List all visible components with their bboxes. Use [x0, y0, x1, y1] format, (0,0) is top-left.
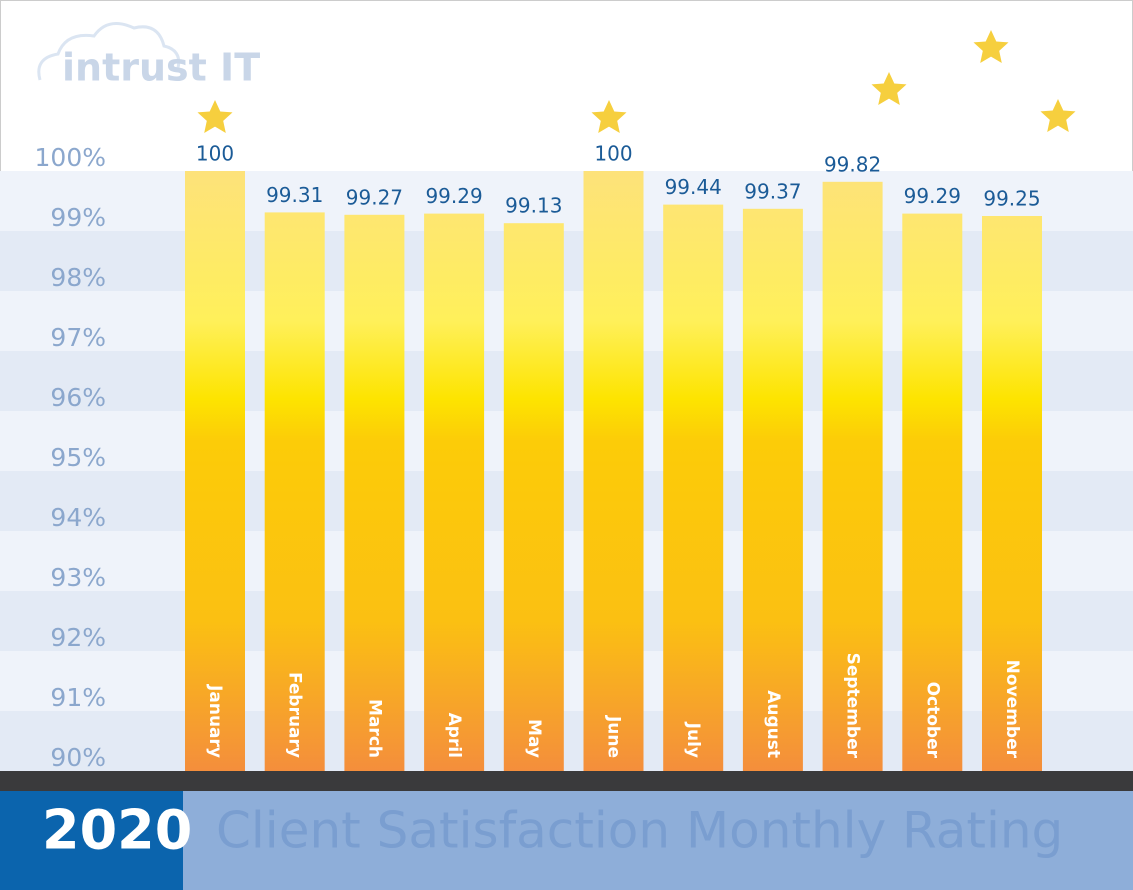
value-label: 99.29: [425, 184, 482, 208]
grid-band: [0, 711, 1133, 771]
x-tick-label: November: [1002, 660, 1022, 759]
year-box: [0, 791, 183, 890]
grid-band: [0, 171, 1133, 231]
grid-band: [0, 591, 1133, 651]
bar: [742, 208, 803, 772]
y-tick-label: 94%: [50, 503, 106, 532]
y-tick-label: 99%: [50, 203, 106, 232]
brand: intrust IT: [62, 46, 260, 90]
y-tick-label: 95%: [50, 443, 106, 472]
x-tick-label: February: [285, 672, 305, 758]
bar: [424, 213, 485, 772]
bar: [344, 214, 405, 772]
logo: intrust IT: [37, 22, 260, 90]
value-label: 99.13: [505, 194, 562, 218]
x-tick-label: October: [922, 682, 942, 759]
grid-band: [0, 231, 1133, 291]
value-label: 99.82: [824, 152, 881, 176]
bar: [583, 171, 644, 771]
grid-band: [0, 291, 1133, 351]
bar: [902, 213, 963, 772]
value-label: 100: [594, 142, 632, 166]
year: 2020: [42, 799, 192, 862]
footer: [0, 791, 1133, 890]
grid-band: [0, 411, 1133, 471]
grid-band: [0, 351, 1133, 411]
bar: [185, 171, 245, 771]
x-tick-label: May: [524, 719, 544, 758]
grid-band: [0, 471, 1133, 531]
plot: 100 January 99.31 February 99.27 March 99.29 Ap…: [185, 142, 1042, 772]
x-tick-label: January: [205, 684, 225, 758]
y-tick-label: 90%: [50, 743, 106, 772]
axis-strip: [0, 771, 1133, 791]
grid-band: [0, 651, 1133, 711]
value-label: 99.44: [665, 175, 722, 199]
x-tick-label: July: [683, 722, 703, 758]
x-tick-label: April: [444, 713, 464, 758]
y-tick-label: 100%: [35, 143, 106, 172]
bar: [663, 204, 724, 772]
bar: [503, 223, 564, 771]
x-tick-label: September: [843, 653, 863, 759]
x-tick-label: June: [604, 715, 624, 758]
y-tick-label: 93%: [50, 563, 106, 592]
bar: [822, 181, 883, 772]
y-tick-label: 91%: [50, 683, 106, 712]
value-label: 99.27: [346, 185, 403, 209]
chart-title: Client Satisfaction Monthly Rating: [216, 802, 1063, 860]
grid-band: [0, 531, 1133, 591]
value-label: 99.25: [983, 187, 1040, 211]
x-tick-label: August: [763, 690, 783, 758]
grid: 90% 91% 92% 93% 94% 95% 96% 97% 98% 99% 100%: [0, 143, 1133, 772]
y-tick-label: 98%: [50, 263, 106, 292]
y-tick-label: 96%: [50, 383, 106, 412]
value-label: 100: [196, 142, 234, 166]
value-label: 99.37: [744, 179, 801, 203]
bar: [264, 212, 325, 771]
y-tick-label: 92%: [50, 623, 106, 652]
value-label: 99.29: [904, 184, 961, 208]
value-label: 99.31: [266, 183, 323, 207]
bar: [982, 216, 1042, 771]
x-tick-label: March: [364, 699, 384, 758]
y-tick-label: 97%: [50, 323, 106, 352]
